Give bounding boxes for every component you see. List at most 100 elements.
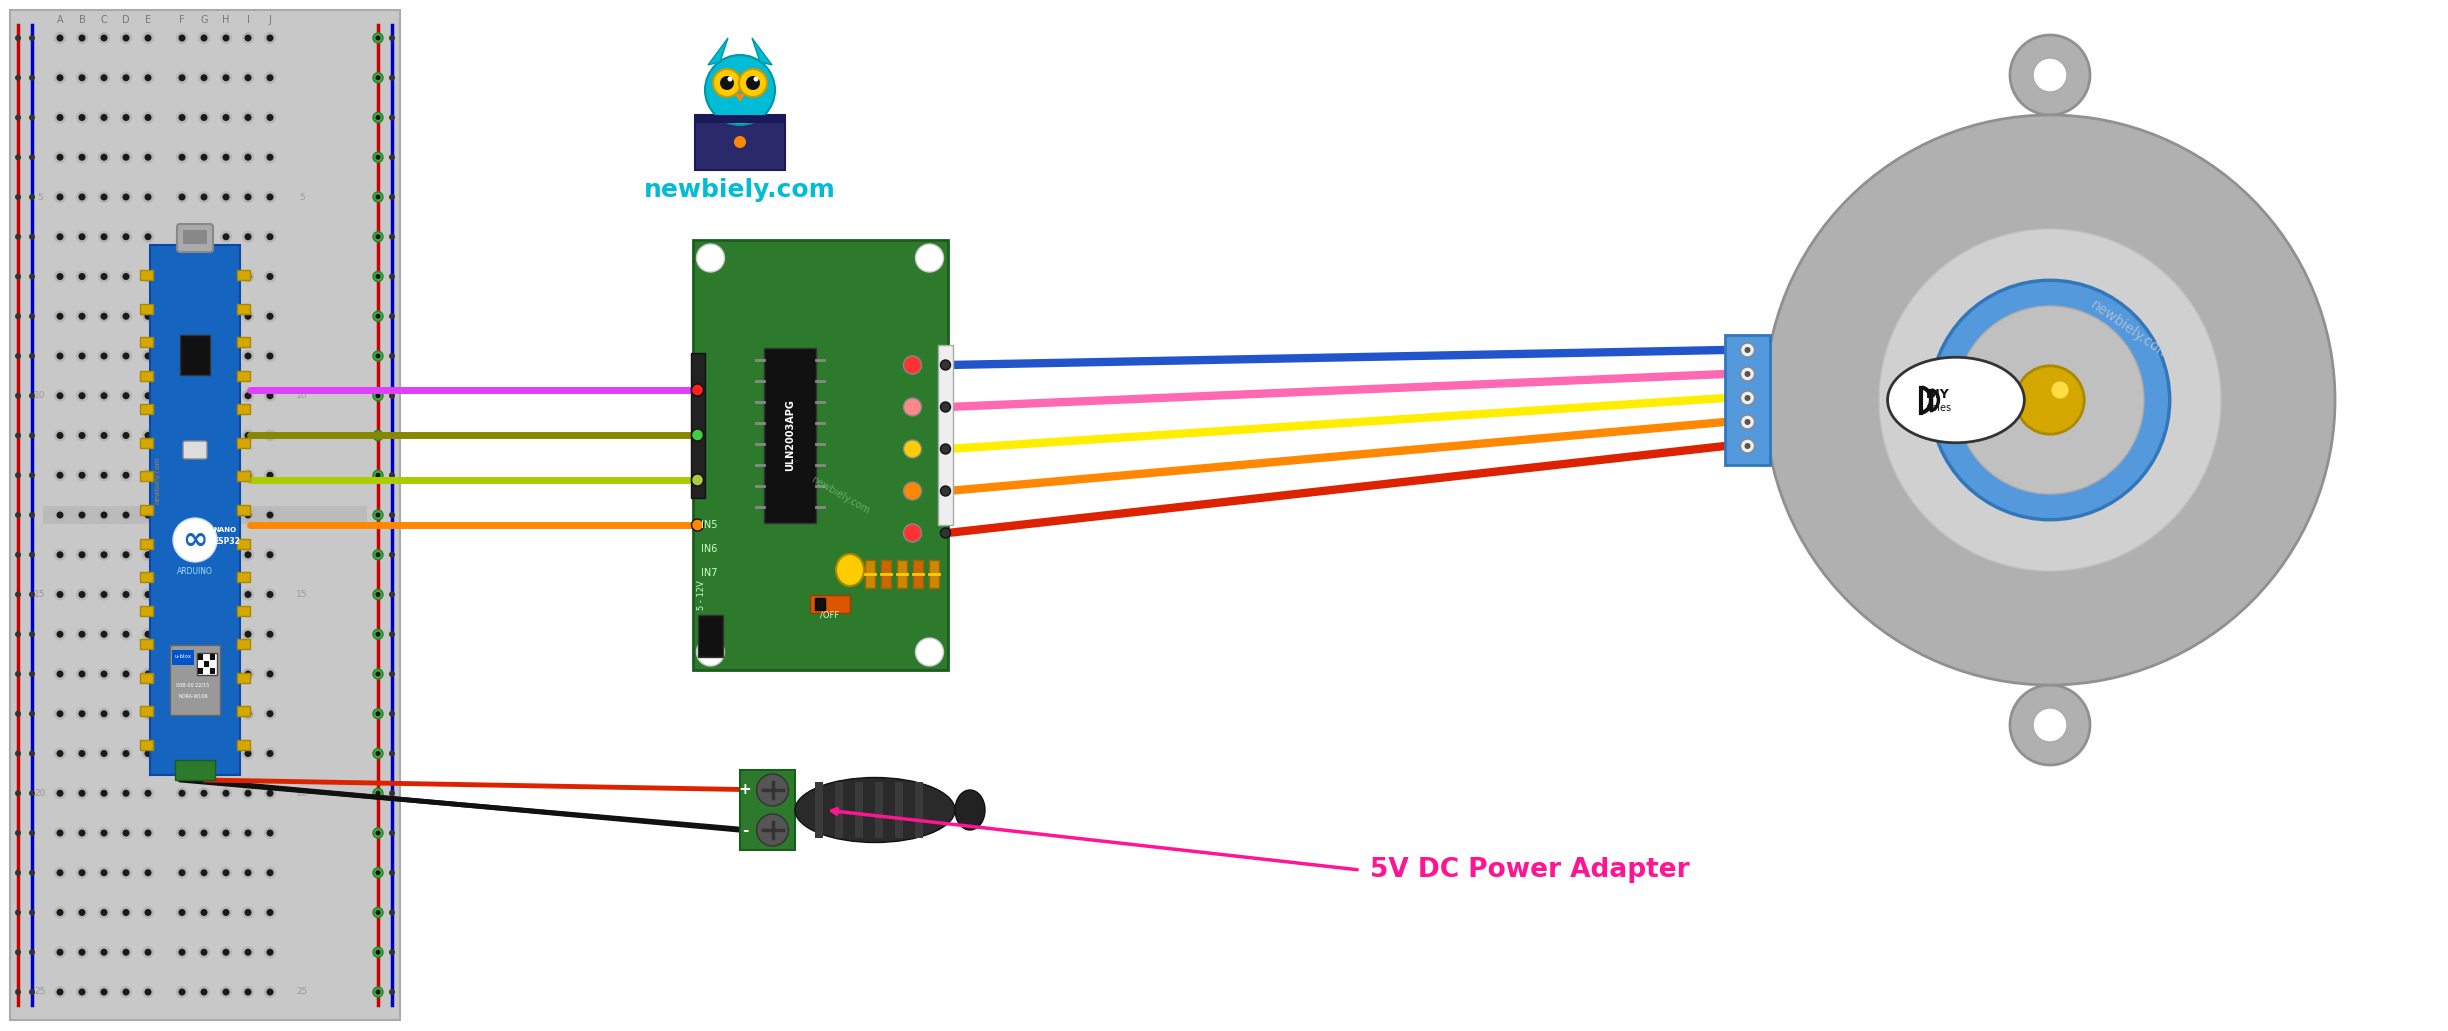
Circle shape <box>220 32 233 44</box>
Circle shape <box>389 751 394 757</box>
Circle shape <box>245 34 252 41</box>
FancyBboxPatch shape <box>184 230 208 244</box>
Bar <box>938 345 952 525</box>
Circle shape <box>144 552 152 558</box>
Circle shape <box>220 310 233 323</box>
Circle shape <box>98 32 110 44</box>
Circle shape <box>375 950 382 956</box>
Circle shape <box>176 628 188 640</box>
Bar <box>140 371 152 380</box>
Text: 25: 25 <box>296 988 308 997</box>
Text: NANO: NANO <box>213 527 235 533</box>
Circle shape <box>176 152 188 163</box>
Circle shape <box>144 670 152 677</box>
Circle shape <box>179 949 186 956</box>
Circle shape <box>375 313 379 319</box>
Circle shape <box>389 870 394 875</box>
Circle shape <box>144 74 152 81</box>
Circle shape <box>264 509 277 521</box>
Circle shape <box>56 869 64 876</box>
Ellipse shape <box>705 55 776 125</box>
Text: 5 - 12V: 5 - 12V <box>698 580 707 610</box>
Circle shape <box>29 950 34 956</box>
Circle shape <box>100 631 108 638</box>
Circle shape <box>76 628 88 640</box>
Circle shape <box>98 509 110 521</box>
Circle shape <box>142 231 154 242</box>
Circle shape <box>142 390 154 402</box>
Circle shape <box>144 710 152 718</box>
Circle shape <box>375 354 379 359</box>
Circle shape <box>176 827 188 839</box>
Circle shape <box>727 76 732 81</box>
Bar <box>237 303 250 313</box>
Circle shape <box>242 548 255 561</box>
Circle shape <box>54 906 66 919</box>
Circle shape <box>264 589 277 600</box>
Circle shape <box>76 72 88 84</box>
Circle shape <box>54 469 66 481</box>
Circle shape <box>29 989 34 995</box>
Circle shape <box>375 313 382 320</box>
Circle shape <box>144 949 152 956</box>
Circle shape <box>100 591 108 598</box>
Circle shape <box>120 72 132 84</box>
Circle shape <box>372 987 382 997</box>
Circle shape <box>54 430 66 441</box>
Circle shape <box>375 592 382 598</box>
Circle shape <box>179 273 186 280</box>
Circle shape <box>122 909 130 916</box>
Circle shape <box>176 350 188 362</box>
Circle shape <box>245 989 252 996</box>
Circle shape <box>375 35 382 41</box>
Circle shape <box>223 552 230 558</box>
Circle shape <box>98 548 110 561</box>
Circle shape <box>375 632 379 637</box>
Circle shape <box>29 155 34 160</box>
Circle shape <box>142 747 154 760</box>
Circle shape <box>76 906 88 919</box>
Circle shape <box>267 670 274 677</box>
Circle shape <box>242 707 255 720</box>
Circle shape <box>389 472 394 478</box>
Circle shape <box>242 946 255 958</box>
Circle shape <box>201 74 208 81</box>
Text: IN6: IN6 <box>700 544 717 554</box>
Circle shape <box>120 350 132 362</box>
Circle shape <box>198 390 211 402</box>
Circle shape <box>144 312 152 320</box>
Circle shape <box>267 790 274 797</box>
Circle shape <box>375 155 379 160</box>
Circle shape <box>201 909 208 916</box>
Circle shape <box>375 830 382 836</box>
Circle shape <box>245 154 252 161</box>
Circle shape <box>176 509 188 521</box>
Circle shape <box>1745 371 1750 377</box>
Circle shape <box>223 631 230 638</box>
Text: 10: 10 <box>34 391 47 400</box>
Circle shape <box>245 432 252 439</box>
Circle shape <box>1741 415 1755 429</box>
Circle shape <box>144 869 152 876</box>
Circle shape <box>142 867 154 878</box>
Circle shape <box>264 270 277 282</box>
Circle shape <box>144 233 152 240</box>
Bar <box>211 661 215 667</box>
Circle shape <box>264 906 277 919</box>
Bar <box>896 560 908 588</box>
Circle shape <box>120 469 132 481</box>
Bar <box>237 270 250 280</box>
Circle shape <box>78 312 86 320</box>
Bar <box>835 781 842 838</box>
Circle shape <box>120 788 132 799</box>
Circle shape <box>375 35 379 40</box>
Circle shape <box>267 273 274 280</box>
Circle shape <box>375 870 379 875</box>
Circle shape <box>100 869 108 876</box>
Circle shape <box>220 986 233 998</box>
Circle shape <box>267 194 274 200</box>
Circle shape <box>120 390 132 402</box>
Circle shape <box>15 75 22 80</box>
Circle shape <box>223 194 230 200</box>
Circle shape <box>54 867 66 878</box>
